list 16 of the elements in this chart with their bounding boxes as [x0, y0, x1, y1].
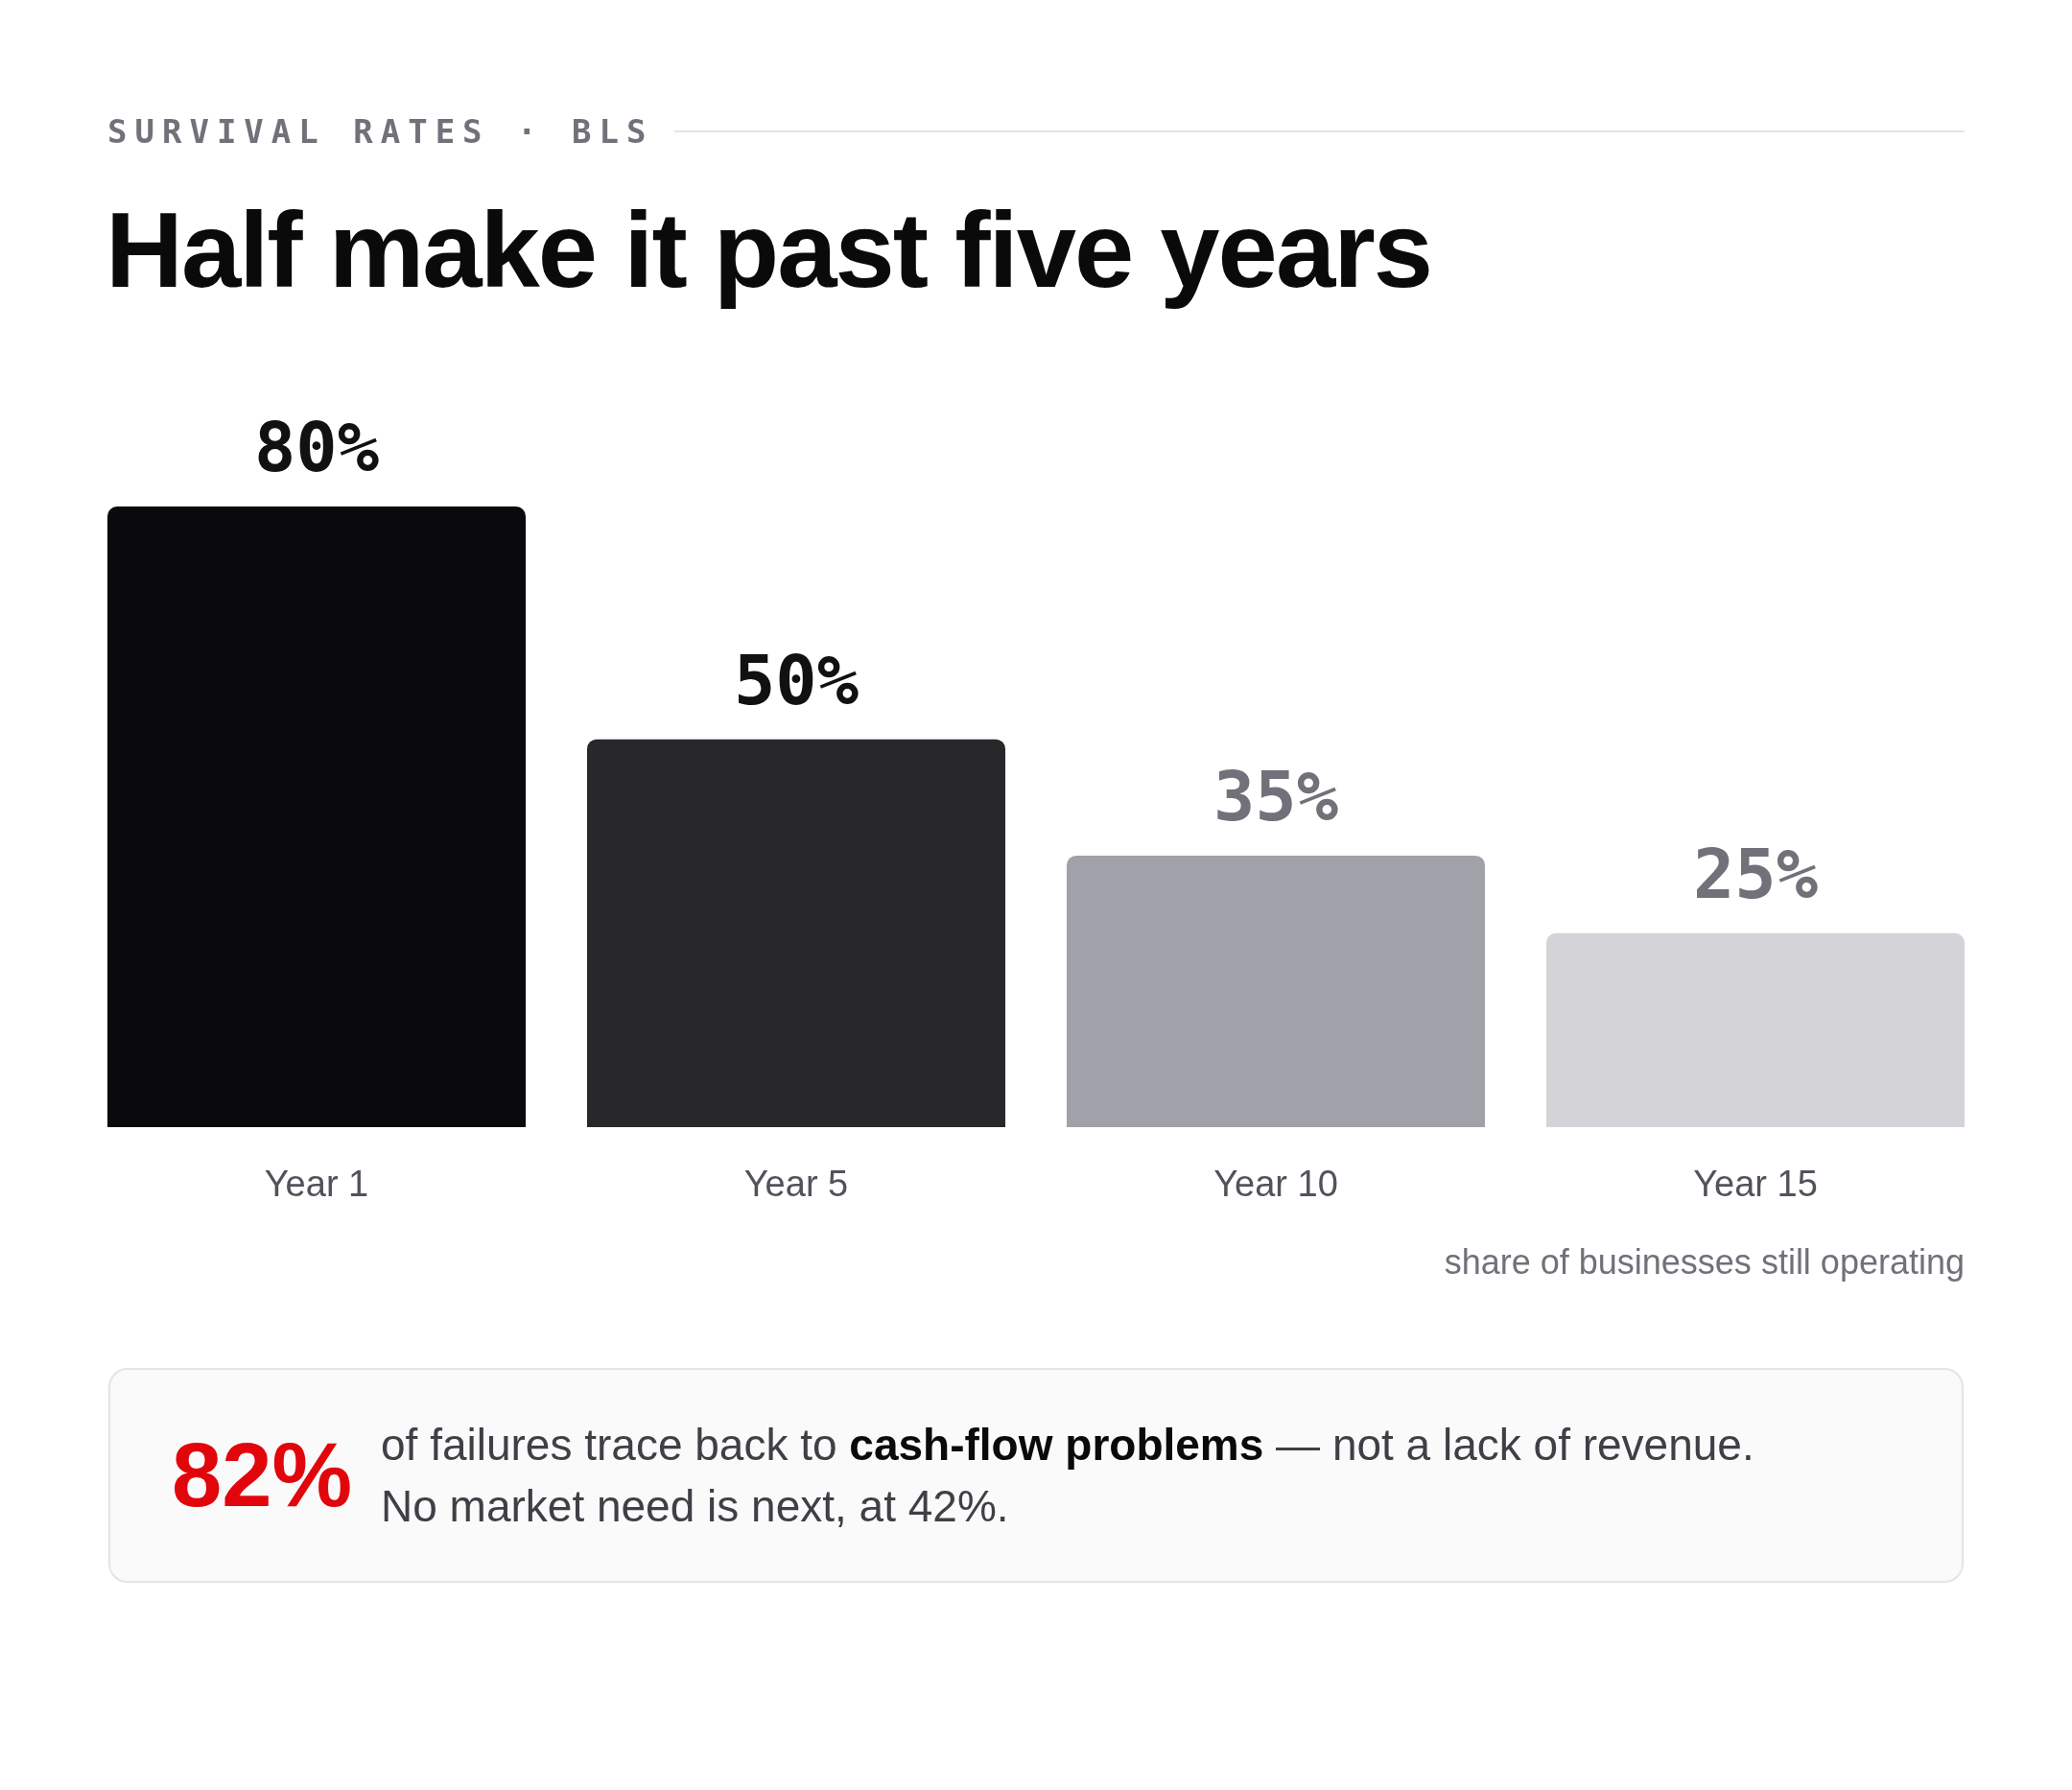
bar: [107, 506, 526, 1127]
chart-subtitle: SURVIVAL RATES · BLS: [107, 112, 654, 151]
text: share of businesses still operating: [1444, 1242, 1965, 1282]
bar: [1067, 855, 1485, 1127]
bar: [587, 739, 1005, 1127]
x-tick-label: Year 10: [1213, 1164, 1338, 1204]
x-tick-label: Year 1: [264, 1164, 369, 1204]
data-label: 50%: [733, 639, 859, 720]
x-tick-label: Year 5: [743, 1164, 849, 1204]
callout-box: 82% of failures trace back to cash-flow problems — not a lack of revenue. No market need is next, at 42%.: [108, 1368, 1964, 1583]
data-label: 80%: [253, 407, 380, 487]
data-label: 25%: [1692, 833, 1819, 914]
bar: [1546, 932, 1965, 1127]
data-label: 35%: [1213, 755, 1339, 836]
x-tick-label: Year 15: [1693, 1164, 1818, 1204]
chart-title: Half make it past five years: [106, 190, 1432, 310]
